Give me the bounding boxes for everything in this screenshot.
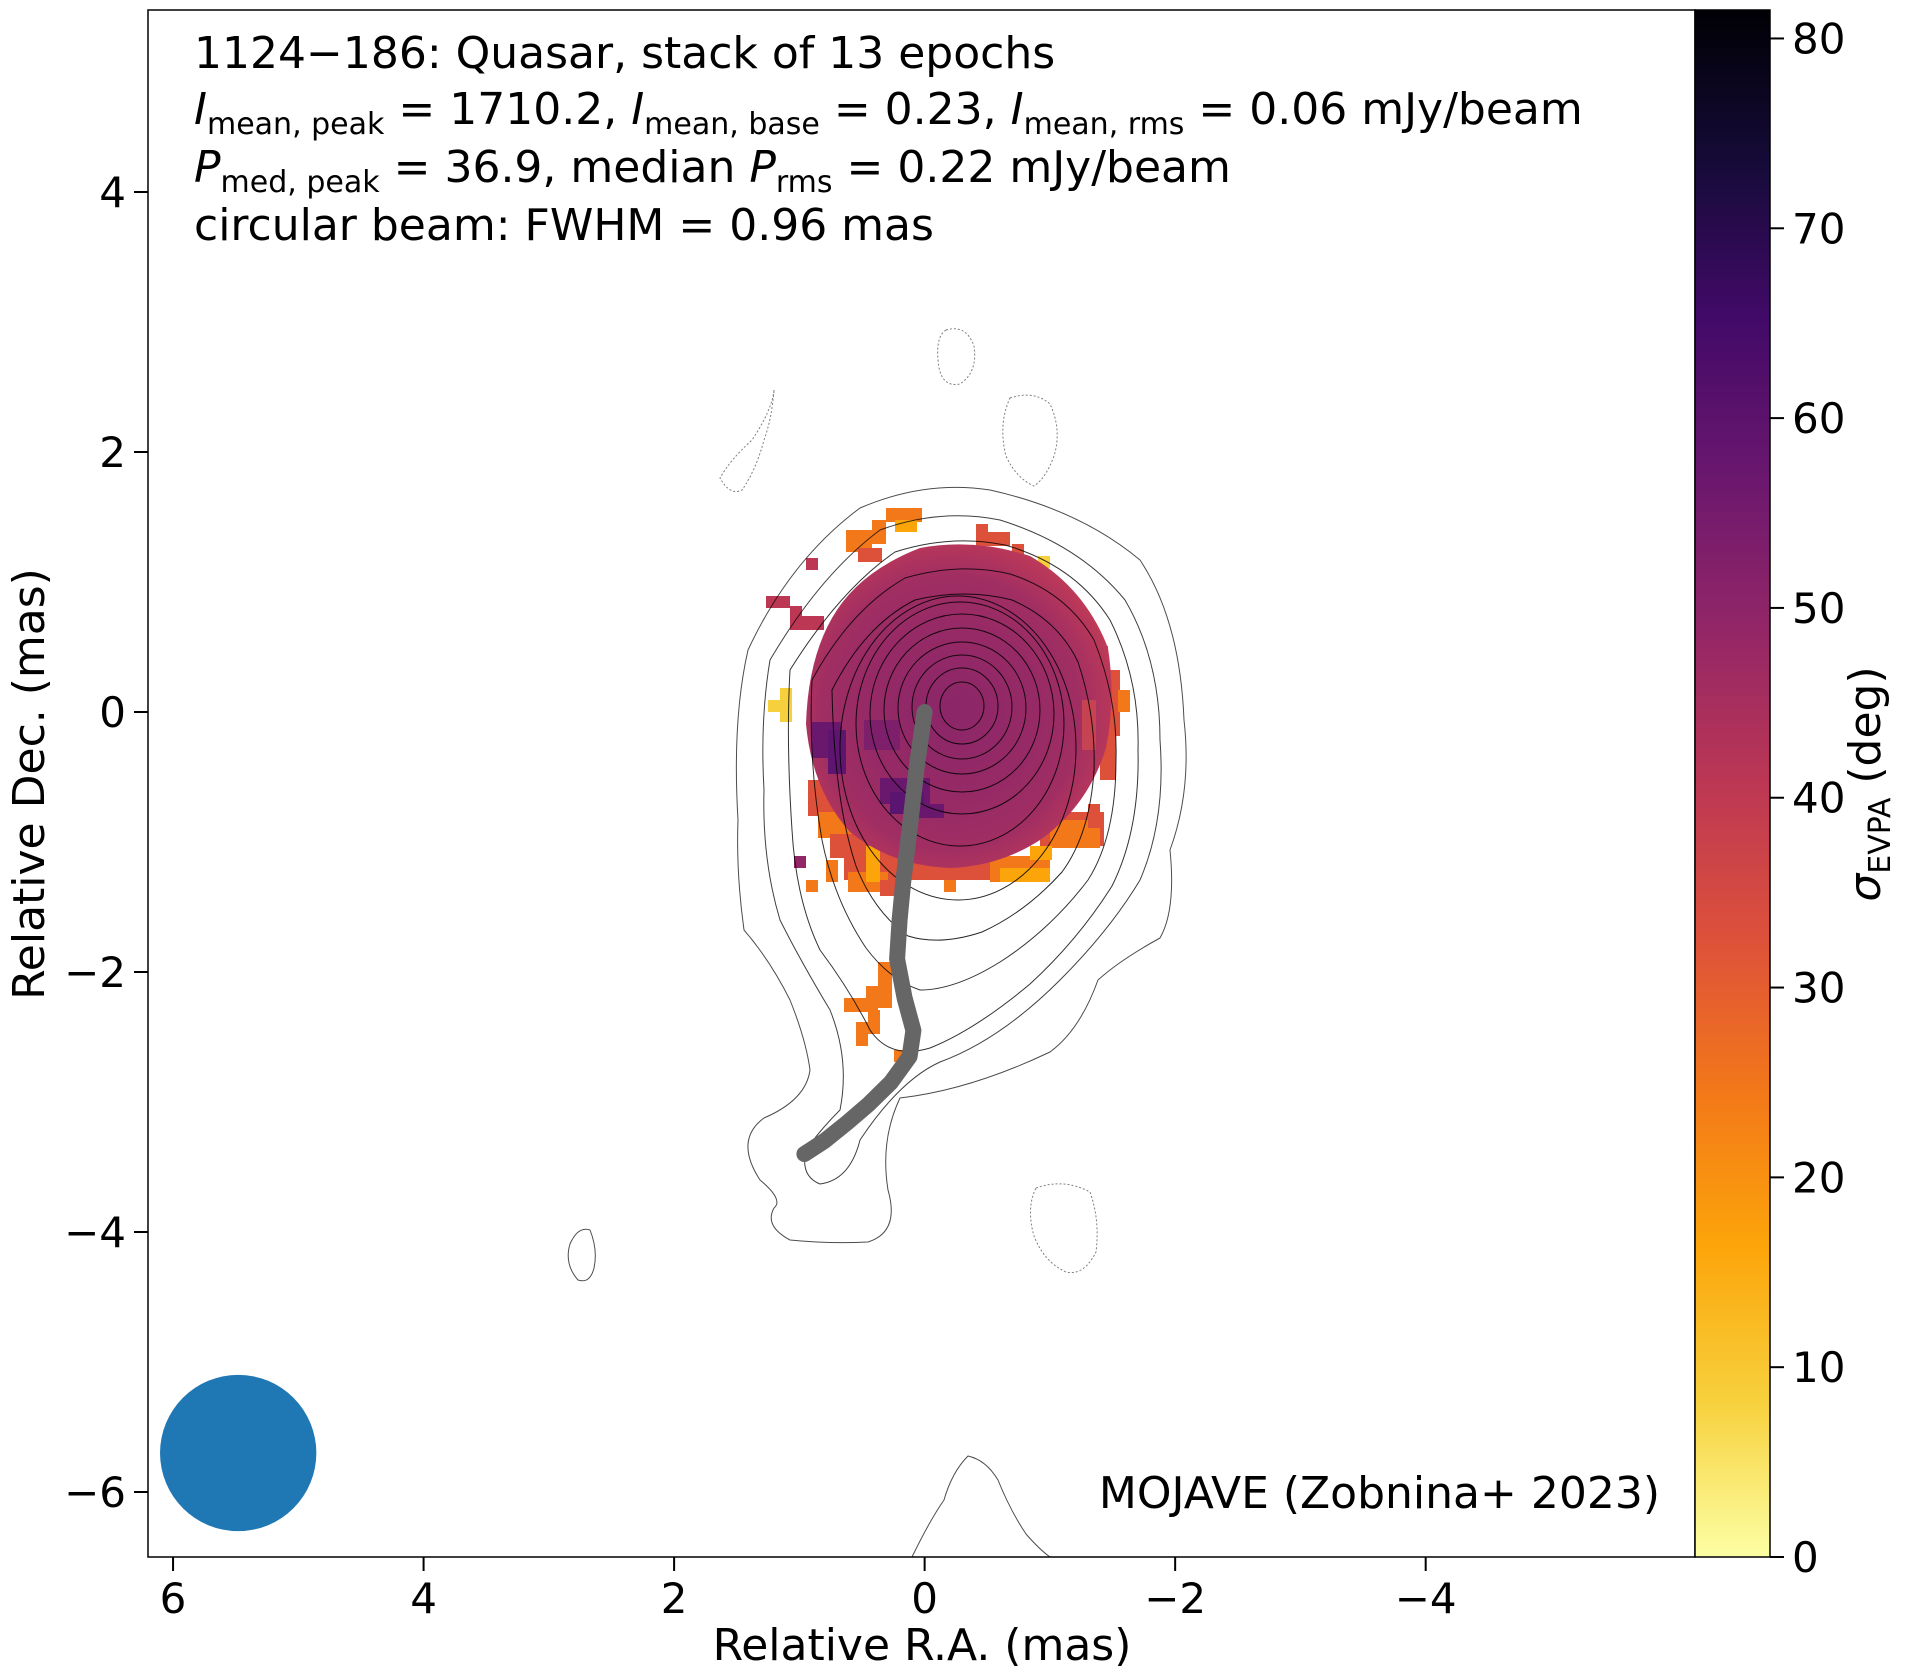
- map-pixel: [802, 616, 824, 630]
- total-intensity-contours: [567, 328, 1187, 1557]
- x-tick-label: 6: [160, 1574, 187, 1623]
- colorbar-tick-label: 0: [1792, 1533, 1819, 1582]
- colorbar-tick-label: 60: [1792, 394, 1845, 443]
- y-tick-label: −2: [64, 948, 126, 997]
- contour-level: [911, 654, 1013, 760]
- y-tick-label: 0: [99, 688, 126, 737]
- map-pixel: [866, 986, 890, 1000]
- beam-ellipse: [160, 1374, 317, 1532]
- y-tick-label: −4: [64, 1208, 126, 1257]
- contour-level: [897, 641, 1027, 775]
- contour-level: [911, 1455, 1051, 1557]
- map-pixel: [886, 508, 922, 522]
- map-pixel: [1118, 690, 1130, 712]
- colorbar-tick-label: 40: [1792, 774, 1845, 823]
- map-pixel: [872, 520, 886, 544]
- negative-contour: [1030, 1183, 1098, 1274]
- info-line-2: Imean, peak = 1710.2, Imean, base = 0.23…: [194, 84, 1583, 142]
- credit-annotation: MOJAVE (Zobnina+ 2023): [1099, 1468, 1660, 1519]
- y-axis-label: Relative Dec. (mas): [4, 568, 55, 1000]
- map-pixel: [768, 700, 782, 712]
- map-pixel: [858, 548, 882, 562]
- x-tick-label: 2: [661, 1574, 688, 1623]
- map-pixel: [988, 532, 1010, 546]
- x-tick-label: 0: [911, 1574, 938, 1623]
- map-pixel: [806, 880, 818, 892]
- map-pixel: [976, 524, 988, 546]
- contour-level: [939, 681, 985, 731]
- contour-level: [883, 627, 1041, 793]
- map-pixel: [918, 804, 944, 818]
- colorbar-tick-label: 10: [1792, 1343, 1845, 1392]
- map-pixel: [794, 856, 806, 868]
- colorbar-tick-label: 50: [1792, 584, 1845, 633]
- x-tick-label: −2: [1144, 1574, 1206, 1623]
- y-tick-label: 2: [99, 428, 126, 477]
- colorbar-tick-label: 20: [1792, 1153, 1845, 1202]
- info-line-3: Pmed, peak = 36.9, median Prms = 0.22 mJ…: [194, 142, 1231, 200]
- contour-level: [567, 1228, 596, 1282]
- x-tick-label: −4: [1395, 1574, 1457, 1623]
- map-pixel: [944, 880, 956, 892]
- contour-level: [869, 613, 1055, 815]
- map-pixel: [766, 596, 790, 608]
- map-pixel: [844, 998, 878, 1012]
- map-pixel: [1030, 846, 1052, 860]
- info-line-4: circular beam: FWHM = 0.96 mas: [194, 200, 934, 251]
- image-layer: 1124−186: Quasar, stack of 13 epochs Ime…: [160, 28, 1660, 1557]
- contour-level: [855, 601, 1065, 847]
- negative-contour: [937, 328, 976, 385]
- colorbar: [1694, 9, 1771, 1558]
- colorbar-tick-label: 30: [1792, 964, 1845, 1013]
- map-pixel: [806, 558, 818, 570]
- negative-contour: [719, 389, 775, 492]
- map-pixel: [1000, 868, 1050, 882]
- info-line-1: 1124−186: Quasar, stack of 13 epochs: [194, 28, 1055, 79]
- contour-level: [831, 593, 1095, 941]
- colorbar-ticks: 0 10 20 30 40 50 60 70 80: [1770, 14, 1845, 1582]
- colorbar-label: σEVPA (deg): [1840, 666, 1898, 901]
- colorbar-tick-label: 70: [1792, 204, 1845, 253]
- y-tick-label: −6: [64, 1468, 126, 1517]
- map-pixel: [846, 530, 872, 552]
- contour-level: [787, 540, 1139, 1052]
- contour-level: [810, 568, 1117, 991]
- contour-level: [735, 486, 1187, 1244]
- map-pixel: [856, 1022, 868, 1046]
- map-pixel: [828, 730, 846, 774]
- map-pixel: [1082, 700, 1096, 750]
- map-pixel: [866, 846, 880, 882]
- map-pixel: [864, 720, 900, 750]
- negative-contour: [1002, 394, 1058, 487]
- map-pixel: [826, 860, 838, 882]
- x-tick-label: 4: [410, 1574, 437, 1623]
- map-pixel: [868, 1010, 880, 1034]
- colorbar-tick-label: 80: [1792, 14, 1845, 63]
- contour-level: [762, 515, 1162, 1185]
- y-axis-ticks: 4 2 0 −2 −4 −6: [64, 168, 148, 1517]
- ridgeline: [796, 704, 933, 1162]
- x-axis-label: Relative R.A. (mas): [713, 1620, 1132, 1671]
- contour-level: [839, 595, 1077, 901]
- x-axis-ticks: 6 4 2 0 −2 −4: [160, 1557, 1457, 1623]
- y-tick-label: 4: [99, 168, 126, 217]
- map-pixel: [1088, 804, 1100, 828]
